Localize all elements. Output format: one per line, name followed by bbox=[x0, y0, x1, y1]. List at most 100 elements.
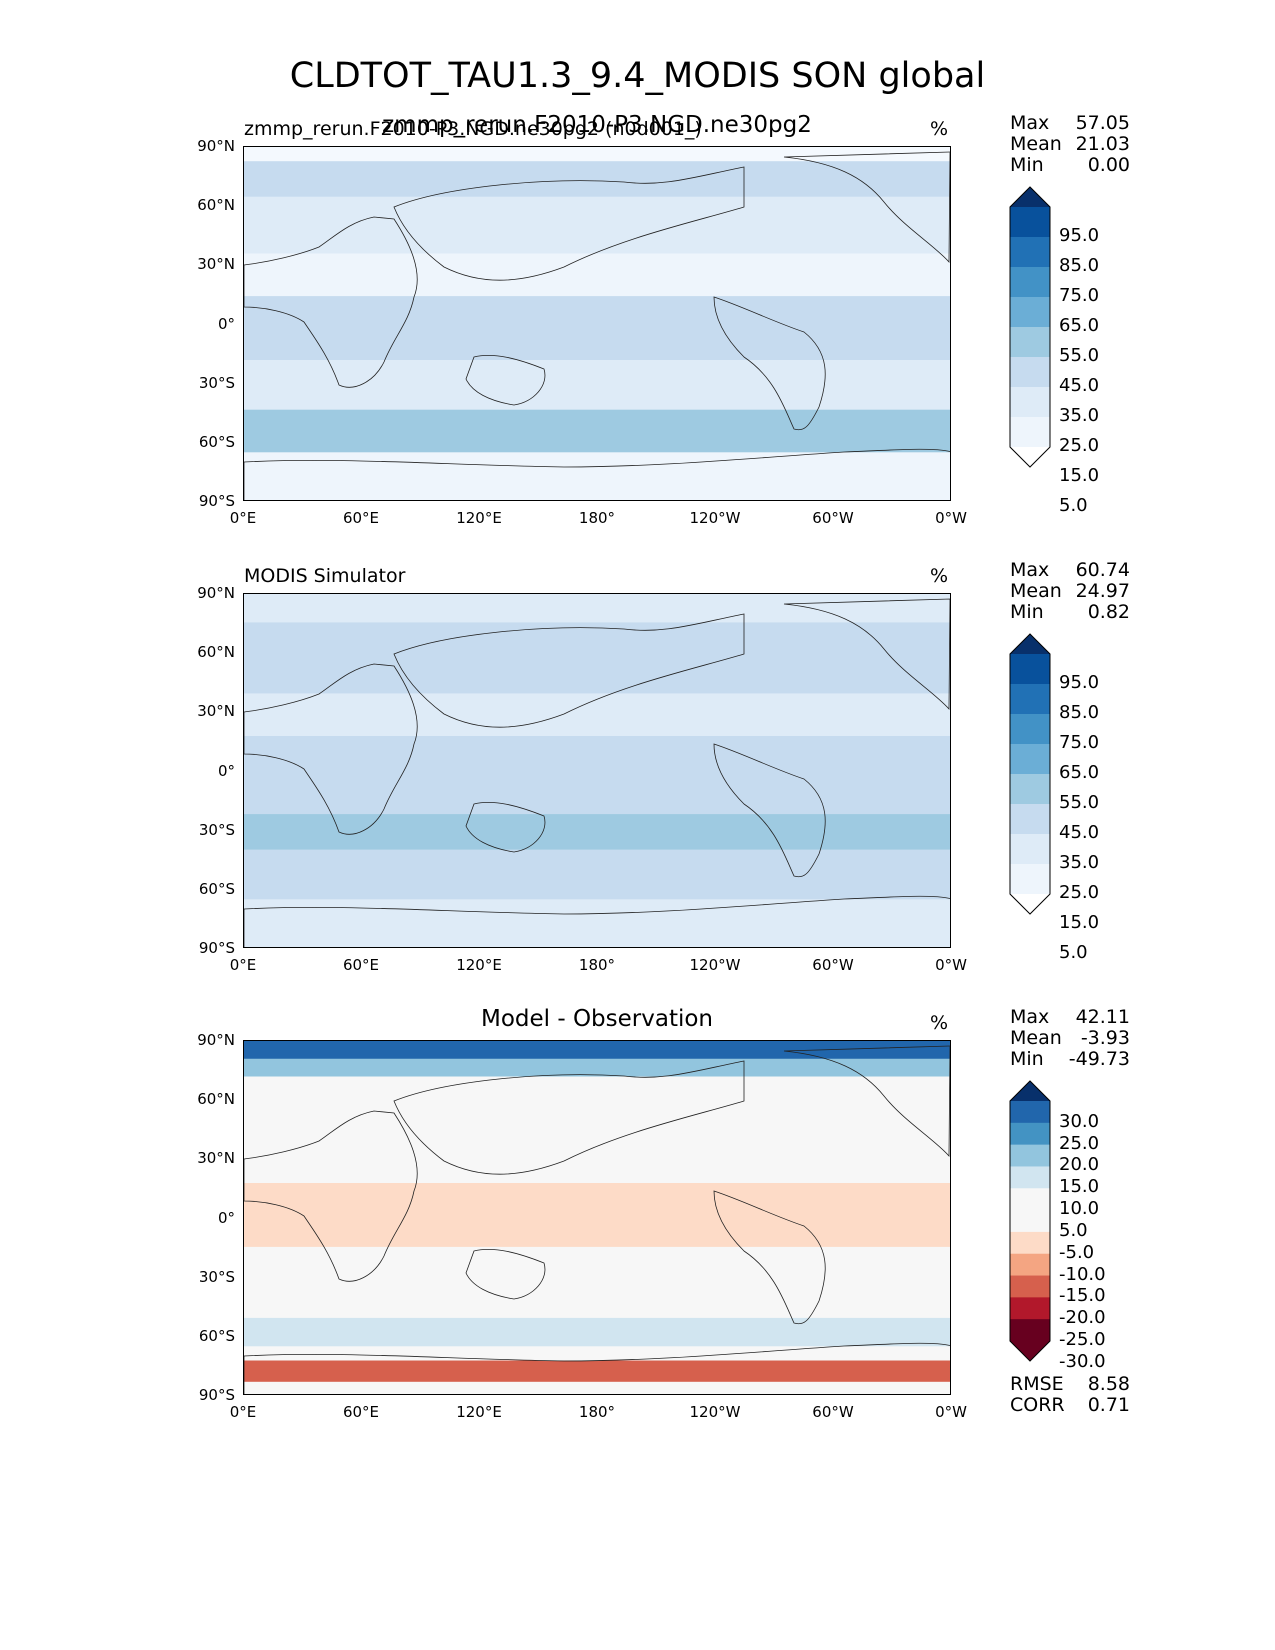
stat-value: 8.58 bbox=[1087, 1373, 1130, 1395]
coastline bbox=[244, 663, 418, 835]
stat-label: Max bbox=[1010, 559, 1050, 581]
stat-value: 0.82 bbox=[1087, 601, 1130, 623]
map-field-band bbox=[244, 1381, 950, 1394]
lat-tick-label: 30°S bbox=[198, 373, 235, 392]
lat-tick-label: 60°N bbox=[197, 1090, 235, 1109]
stat-value: 24.97 bbox=[1075, 580, 1130, 602]
figure-title: CLDTOT_TAU1.3_9.4_MODIS SON global bbox=[289, 56, 986, 96]
coastline bbox=[465, 354, 546, 406]
lon-tick-label: 120°E bbox=[456, 956, 502, 974]
colorbar-swatch bbox=[1010, 417, 1050, 448]
map-frame bbox=[243, 593, 951, 948]
map-svg bbox=[244, 594, 950, 947]
colorbar-swatch bbox=[1010, 774, 1050, 805]
map-field-band bbox=[244, 1183, 950, 1248]
colorbar-label: -20.0 bbox=[1059, 1307, 1106, 1329]
lat-tick-label: 90°N bbox=[197, 1031, 235, 1049]
colorbar-swatch bbox=[1010, 864, 1050, 895]
map-field-band bbox=[244, 594, 950, 623]
map-field-band bbox=[244, 1058, 950, 1077]
colorbar-swatch bbox=[1010, 1231, 1050, 1255]
lat-tick-label: 30°N bbox=[197, 255, 235, 274]
coastline bbox=[465, 1248, 546, 1300]
colorbar-swatch bbox=[1010, 1253, 1050, 1277]
stat-value: 42.11 bbox=[1075, 1006, 1130, 1028]
colorbar-outline bbox=[1009, 633, 1051, 915]
colorbar-label: 95.0 bbox=[1059, 672, 1100, 693]
lat-tick-label: 30°N bbox=[197, 1149, 235, 1168]
panel-left-title: MODIS Simulator bbox=[244, 565, 406, 587]
panel-unit: % bbox=[930, 1012, 949, 1034]
colorbar-swatch bbox=[1010, 447, 1050, 467]
map-svg bbox=[244, 1041, 950, 1394]
lon-tick-label: 60°W bbox=[812, 509, 854, 527]
colorbar-outline bbox=[1009, 186, 1051, 468]
colorbar-swatch bbox=[1010, 1319, 1050, 1342]
coastline bbox=[244, 216, 418, 388]
panel-unit: % bbox=[930, 118, 949, 140]
map-svg bbox=[244, 147, 950, 500]
colorbar-swatch bbox=[1010, 634, 1050, 654]
stat-value: -3.93 bbox=[1080, 1027, 1130, 1049]
stat-label: Min bbox=[1010, 154, 1044, 176]
stat-value: -49.73 bbox=[1068, 1048, 1130, 1070]
map-field-band bbox=[244, 409, 950, 453]
map-field-band bbox=[244, 736, 950, 815]
colorbar-label: -25.0 bbox=[1059, 1329, 1106, 1350]
colorbar-label: 65.0 bbox=[1059, 762, 1100, 783]
map-field-band bbox=[244, 253, 950, 297]
colorbar-label: 55.0 bbox=[1059, 345, 1100, 366]
stat-label: Min bbox=[1010, 1048, 1044, 1070]
lon-tick-label: 0°W bbox=[935, 956, 967, 974]
colorbar bbox=[1009, 633, 1051, 915]
colorbar-swatch bbox=[1010, 1297, 1050, 1320]
colorbar-swatch bbox=[1010, 1081, 1050, 1101]
colorbar-label: 45.0 bbox=[1059, 822, 1100, 843]
stat-value: 60.74 bbox=[1075, 559, 1130, 581]
lat-tick-label: 90°S bbox=[198, 939, 235, 957]
coastline bbox=[783, 151, 950, 264]
map-field-band bbox=[244, 147, 950, 162]
colorbar-swatch bbox=[1010, 327, 1050, 358]
colorbar-label: 85.0 bbox=[1059, 702, 1100, 723]
colorbar-label: 5.0 bbox=[1059, 495, 1088, 516]
colorbar-label: 65.0 bbox=[1059, 315, 1100, 336]
lon-tick-label: 0°E bbox=[229, 1403, 257, 1421]
colorbar-swatch bbox=[1010, 1210, 1050, 1233]
lon-tick-label: 180° bbox=[578, 1403, 616, 1421]
coastline bbox=[713, 743, 826, 878]
map-field-band bbox=[244, 1317, 950, 1347]
colorbar-swatch bbox=[1010, 387, 1050, 418]
colorbar-label: 5.0 bbox=[1059, 942, 1088, 963]
colorbar-label: 85.0 bbox=[1059, 255, 1100, 276]
map-field-band bbox=[244, 899, 950, 947]
colorbar-label: -30.0 bbox=[1059, 1350, 1106, 1372]
colorbar-label: 15.0 bbox=[1059, 1176, 1100, 1198]
map-field-band bbox=[244, 849, 950, 900]
colorbar-swatch bbox=[1010, 804, 1050, 835]
map-frame bbox=[243, 146, 951, 501]
coastline bbox=[713, 1190, 826, 1325]
lat-tick-label: 30°N bbox=[197, 702, 235, 721]
colorbar-label: 30.0 bbox=[1059, 1110, 1100, 1132]
stat-value: 0.00 bbox=[1087, 154, 1130, 176]
coastline bbox=[244, 1342, 950, 1394]
colorbar bbox=[1009, 186, 1051, 468]
colorbar-label: 35.0 bbox=[1059, 405, 1100, 426]
lon-tick-label: 60°E bbox=[342, 1403, 380, 1421]
colorbar-label: 55.0 bbox=[1059, 792, 1100, 813]
coastline bbox=[244, 1110, 418, 1282]
colorbar-swatch bbox=[1010, 267, 1050, 298]
lon-tick-label: 60°E bbox=[342, 509, 380, 527]
panel-center-title: Model - Observation bbox=[480, 1006, 714, 1032]
colorbar-swatch bbox=[1010, 357, 1050, 388]
map-field-band bbox=[244, 161, 950, 198]
colorbar-swatch bbox=[1010, 894, 1050, 914]
colorbar-label: 5.0 bbox=[1059, 1219, 1088, 1241]
lat-tick-label: 60°N bbox=[197, 643, 235, 662]
colorbar-label: 15.0 bbox=[1059, 465, 1100, 486]
colorbar-label: 25.0 bbox=[1059, 882, 1100, 903]
lat-tick-label: 0° bbox=[217, 314, 235, 333]
panel-left-title: zmmp_rerun.F2010-P3.NGD.ne30pg2 (n0d001_… bbox=[244, 118, 702, 140]
stat-label: CORR bbox=[1010, 1394, 1065, 1416]
